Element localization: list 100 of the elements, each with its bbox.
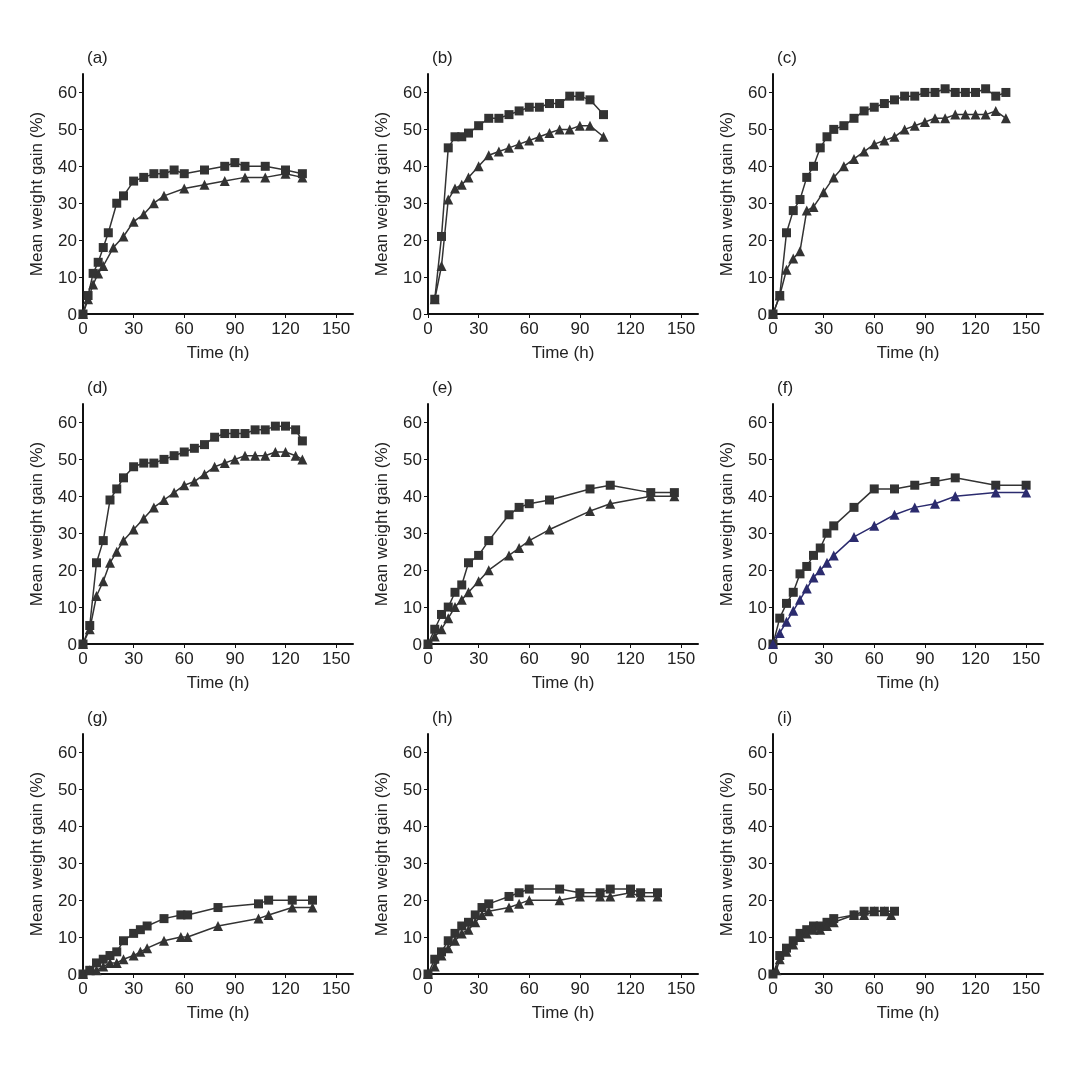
x-axis-title: Time (h) [186,343,250,362]
chart-title: (c) [777,48,797,67]
y-tick-label: 40 [403,816,422,836]
x-axis-title: Time (h) [531,673,595,692]
y-tick-label: 30 [58,853,77,873]
y-tick-label: 0 [757,634,767,654]
x-tick-label: 30 [124,979,144,998]
y-tick-label: 60 [403,742,422,762]
x-tick-label: 150 [1011,649,1041,668]
y-tick-label: 0 [412,304,422,324]
x-tick-label: 30 [124,649,144,668]
y-axis-title: Mean weight gain (%) [27,111,46,277]
y-tick-label: 60 [58,82,77,102]
x-tick-label: 150 [1011,979,1041,998]
y-tick-label: 50 [58,449,77,469]
y-axis-title: Mean weight gain (%) [27,771,46,937]
y-tick-label: 10 [403,597,422,617]
y-tick-label: 30 [403,193,422,213]
y-tick-label: 60 [748,742,767,762]
y-tick-label: 60 [403,82,422,102]
x-tick-label: 60 [864,649,884,668]
chart-title: (a) [87,48,108,67]
x-tick-label: 120 [961,979,990,998]
y-tick-label: 10 [748,927,767,947]
x-tick-label: 90 [225,319,245,338]
y-tick-label: 60 [58,412,77,432]
y-tick-label: 50 [58,119,77,139]
y-tick-label: 40 [403,156,422,176]
y-tick-label: 10 [748,597,767,617]
y-tick-label: 0 [67,964,77,984]
x-tick-label: 30 [814,649,834,668]
y-tick-label: 30 [58,193,77,213]
chart-title: (e) [432,378,453,397]
chart-title: (b) [432,48,453,67]
x-tick-label: 120 [271,979,300,998]
x-tick-label: 90 [570,649,590,668]
x-tick-label: 30 [469,979,489,998]
y-tick-label: 40 [58,486,77,506]
y-axis-title: Mean weight gain (%) [717,771,736,937]
x-tick-label: 120 [271,319,300,338]
x-tick-label: 120 [616,649,645,668]
x-tick-label: 120 [961,649,990,668]
y-tick-label: 10 [748,267,767,287]
y-axis-title: Mean weight gain (%) [717,111,736,277]
y-tick-label: 0 [757,964,767,984]
chart-title: (i) [777,708,793,727]
y-tick-label: 20 [748,560,767,580]
y-tick-label: 30 [403,523,422,543]
y-tick-label: 10 [58,267,77,287]
x-tick-label: 30 [814,319,834,338]
y-axis-title: Mean weight gain (%) [27,441,46,607]
x-tick-label: 120 [271,649,300,668]
x-tick-label: 60 [864,319,884,338]
y-tick-label: 50 [58,779,77,799]
x-tick-label: 150 [321,649,351,668]
x-axis-title: Time (h) [876,1003,940,1022]
x-tick-label: 120 [616,979,645,998]
y-tick-label: 40 [58,816,77,836]
x-tick-label: 60 [519,979,539,998]
y-tick-label: 10 [403,927,422,947]
x-tick-label: 150 [1011,319,1041,338]
x-tick-label: 30 [814,979,834,998]
y-tick-label: 50 [403,449,422,469]
y-tick-label: 20 [403,560,422,580]
y-tick-label: 0 [757,304,767,324]
y-axis-title: Mean weight gain (%) [372,441,391,607]
y-tick-label: 40 [748,156,767,176]
y-tick-label: 40 [403,486,422,506]
y-tick-label: 40 [748,486,767,506]
y-tick-label: 30 [403,853,422,873]
y-tick-label: 30 [748,193,767,213]
y-tick-label: 50 [748,779,767,799]
y-tick-label: 30 [748,523,767,543]
y-tick-label: 0 [67,304,77,324]
y-tick-label: 50 [748,449,767,469]
x-tick-label: 60 [519,649,539,668]
y-tick-label: 20 [58,890,77,910]
x-tick-label: 60 [174,979,194,998]
y-tick-label: 40 [748,816,767,836]
y-tick-label: 50 [403,779,422,799]
y-tick-label: 30 [748,853,767,873]
x-tick-label: 90 [225,979,245,998]
y-tick-label: 0 [412,964,422,984]
y-tick-label: 0 [412,634,422,654]
y-tick-label: 50 [748,119,767,139]
y-tick-label: 60 [748,82,767,102]
x-tick-label: 30 [469,649,489,668]
x-tick-label: 60 [174,319,194,338]
x-tick-label: 60 [174,649,194,668]
y-tick-label: 10 [58,927,77,947]
y-tick-label: 20 [403,890,422,910]
x-tick-label: 120 [961,319,990,338]
y-axis-title: Mean weight gain (%) [372,111,391,277]
x-tick-label: 150 [666,649,696,668]
y-tick-label: 10 [403,267,422,287]
x-tick-label: 90 [570,979,590,998]
x-axis-title: Time (h) [531,343,595,362]
y-tick-label: 60 [403,412,422,432]
x-tick-label: 150 [321,319,351,338]
chart-title: (h) [432,708,453,727]
